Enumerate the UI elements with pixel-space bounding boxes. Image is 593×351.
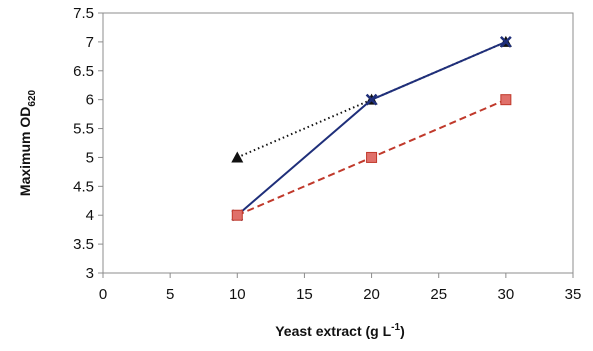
series-layer bbox=[231, 35, 512, 222]
series-2-point-2 bbox=[500, 94, 512, 106]
series-2-point-1 bbox=[366, 151, 378, 163]
x-tick-label-0: 0 bbox=[99, 286, 107, 303]
y-tick-label-6: 6 bbox=[86, 92, 94, 109]
series-2-point-0 bbox=[231, 209, 243, 221]
x-axis-title: Yeast extract (g L-1) bbox=[275, 322, 405, 339]
plot-area bbox=[102, 12, 574, 274]
series-1-point-1 bbox=[365, 93, 378, 106]
x-tick-label-6: 30 bbox=[498, 286, 515, 303]
x-tick-label-4: 20 bbox=[363, 286, 380, 303]
x-tick-label-7: 35 bbox=[565, 286, 582, 303]
y-tick-label-2: 4 bbox=[86, 207, 94, 224]
x-axis-ticks: 0 5 10 15 20 25 30 35 bbox=[99, 273, 582, 303]
series-2 bbox=[231, 94, 512, 221]
x-tick-label-1: 5 bbox=[166, 286, 174, 303]
x-tick-label-3: 15 bbox=[296, 286, 313, 303]
y-tick-label-4: 5 bbox=[86, 149, 94, 166]
y-axis-ticks: 3 3.5 4 4.5 5 5.5 6 6.5 7 7.5 bbox=[73, 5, 103, 282]
series-1-line bbox=[236, 40, 507, 216]
y-tick-label-9: 7.5 bbox=[73, 5, 94, 22]
y-tick-label-1: 3.5 bbox=[73, 236, 94, 253]
y-tick-label-7: 6.5 bbox=[73, 63, 94, 80]
y-tick-label-5: 5.5 bbox=[73, 121, 94, 138]
series-1 bbox=[231, 36, 512, 222]
x-axis-title-close: ) bbox=[400, 323, 405, 339]
series-1-point-2 bbox=[499, 36, 512, 48]
x-axis-title-superscript: -1 bbox=[391, 322, 400, 333]
y-axis-title-subscript: 620 bbox=[27, 89, 38, 106]
x-tick-label-5: 25 bbox=[430, 286, 447, 303]
series-0-point-0 bbox=[231, 151, 244, 163]
series-1-point-1-stroke-b bbox=[365, 93, 378, 106]
y-tick-label-3: 4.5 bbox=[73, 178, 94, 195]
y-tick-label-0: 3 bbox=[86, 265, 94, 282]
series-1-point-2-stroke-b bbox=[499, 36, 512, 48]
x-tick-label-2: 10 bbox=[229, 286, 246, 303]
plot-border bbox=[102, 12, 574, 274]
y-tick-label-8: 7 bbox=[86, 34, 94, 51]
y-axis-title: Maximum OD620 bbox=[17, 89, 38, 196]
